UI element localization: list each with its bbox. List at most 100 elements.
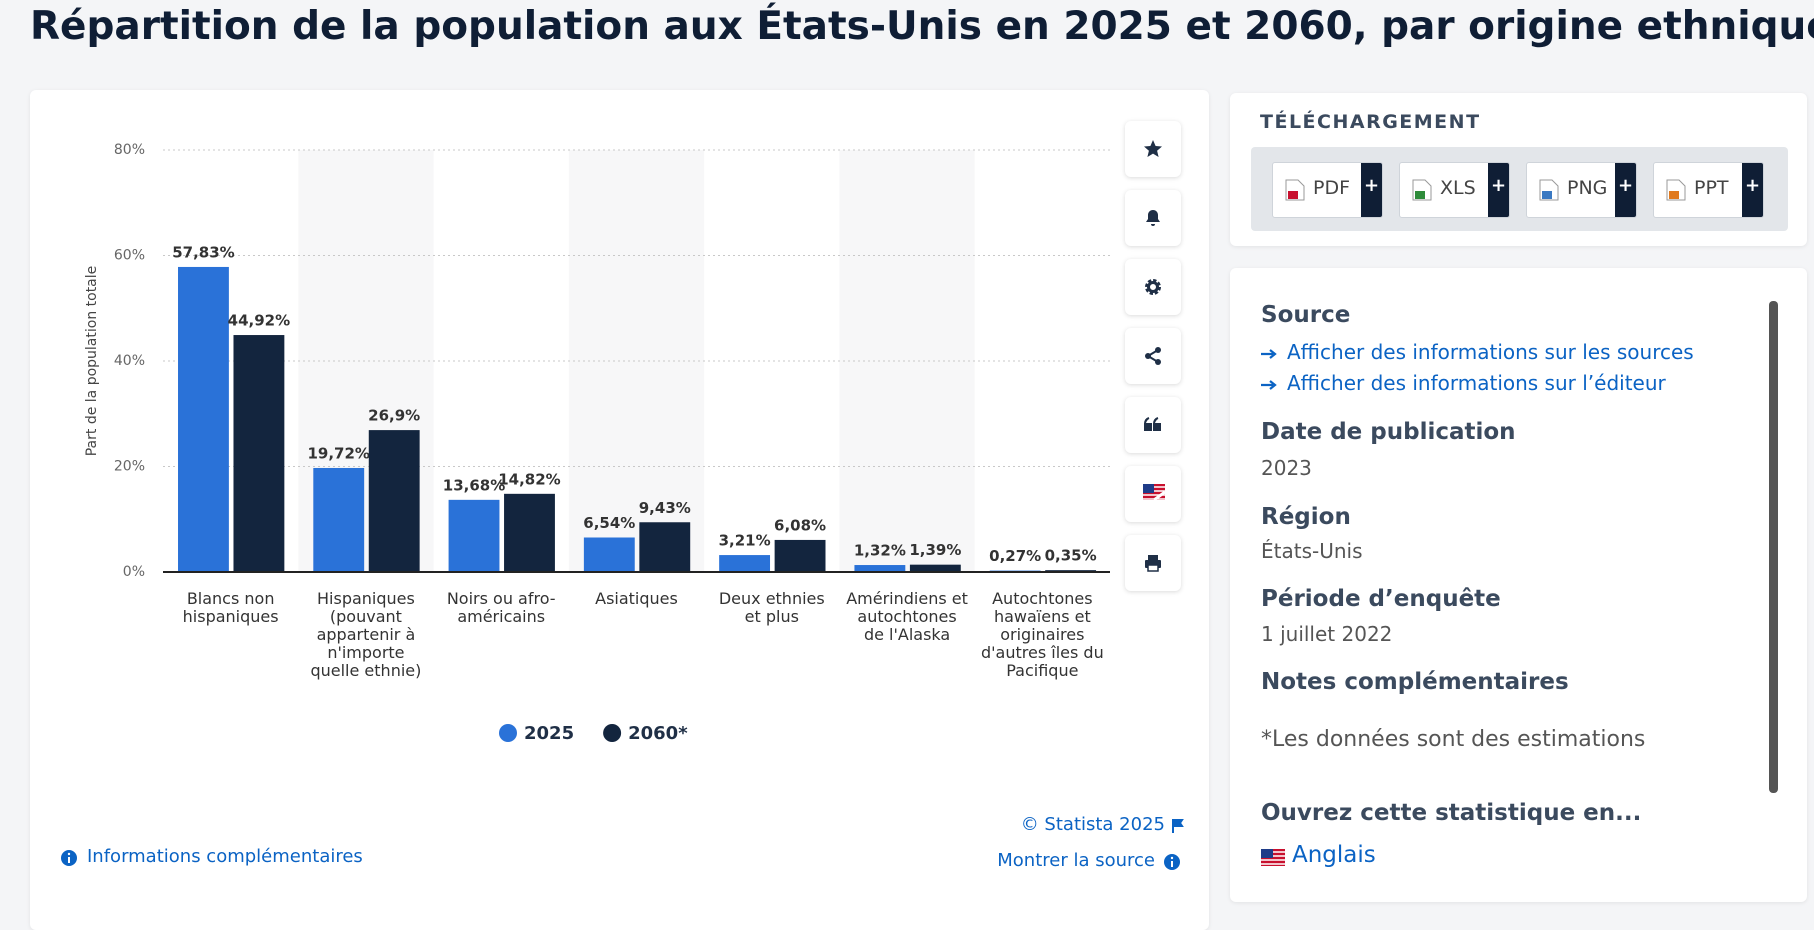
settings-button[interactable] [1125,259,1181,315]
x-tick-label: Amérindiens et autochtones de l'Alaska [846,589,968,644]
link-text[interactable]: Afficher des informations sur l’éditeur [1287,371,1666,395]
file-icon [1285,179,1305,201]
copyright[interactable]: © Statista 2025 [1020,814,1165,835]
date: 2023 [1261,456,1312,480]
download-button[interactable]: PPT + [1653,162,1764,218]
share-button[interactable] [1125,328,1181,384]
value-label: 57,83% [172,243,234,261]
value-label: 9,43% [639,499,691,517]
print-button[interactable] [1125,535,1181,591]
chart-card: 0% 20% 40% 60% 80% Part de la population tota… [30,90,1209,930]
download-button[interactable]: XLS + [1399,162,1510,218]
bar [368,430,420,572]
chart: 0% 20% 40% 60% 80% Part de la population tota… [84,142,1110,744]
open-heading: Ouvrez cette statistique en... [1261,800,1642,826]
download-more[interactable]: + [1615,163,1636,217]
source-link[interactable]: Afficher des informations sur les source… [1261,340,1694,364]
download-heading: TÉLÉCHARGEMENT [1260,111,1481,133]
x-tick-label: Autochtones hawaïens et originaires d'au… [980,589,1104,680]
legend: 2025 2060* [499,723,688,744]
value-label: 1,32% [854,542,906,560]
y-axis-label: Part de la population totale [84,266,100,457]
language-link[interactable]: Anglais [1292,842,1376,868]
bar [719,555,771,572]
info-icon [61,850,77,866]
cite-button[interactable] [1125,397,1181,453]
scrollbar[interactable] [1769,301,1778,793]
region: États-Unis [1261,539,1363,563]
flag-icon [1172,819,1184,833]
file-icon [1539,179,1559,201]
bar [583,537,635,572]
file-icon [1412,179,1432,201]
bar [854,565,906,572]
download-label[interactable]: PPT [1694,177,1729,199]
band-shade [568,150,705,572]
link-text[interactable]: Afficher des informations sur les source… [1287,340,1694,364]
x-tick-label: Noirs ou afro-américains [446,589,556,626]
y-tick-label: 0% [123,564,145,580]
legend-label: 2025 [524,723,574,744]
source-heading: Source [1261,302,1351,328]
value-label: 13,68% [443,476,505,494]
download-label[interactable]: XLS [1440,177,1476,199]
page-title: Répartition de la population aux États-U… [30,4,1814,49]
bar [504,493,555,572]
source-link[interactable]: Montrer la source [997,850,1155,871]
region-heading: Région [1261,504,1351,530]
x-tick-label: Blancs non hispaniques [182,589,279,626]
y-tick-label: 20% [114,459,145,475]
y-tick-label: 40% [114,353,145,369]
info-icon [1164,854,1180,870]
value-label: 6,08% [774,516,826,534]
y-tick-label: 80% [114,142,145,158]
download-more[interactable]: + [1361,163,1382,217]
download-more[interactable]: + [1488,163,1509,217]
value-label: 14,82% [498,470,560,488]
bar [448,499,500,572]
details-card: Source Afficher des informations sur les… [1230,268,1807,902]
value-label: 0,35% [1045,547,1097,565]
alert-button[interactable] [1125,190,1181,246]
bar [313,467,365,572]
favorite-button[interactable] [1125,121,1181,177]
bar [178,266,229,572]
value-label: 19,72% [307,444,369,462]
publisher-link[interactable]: Afficher des informations sur l’éditeur [1261,371,1666,395]
download-button[interactable]: PNG + [1526,162,1637,218]
bar [774,539,826,572]
download-more[interactable]: + [1742,163,1763,217]
language-button[interactable] [1125,466,1181,522]
uk-flag [1261,849,1285,866]
x-tick-label: Asiatiques [595,589,678,608]
bar [909,564,961,572]
file-icon [1666,179,1686,201]
download-card: TÉLÉCHARGEMENT PDF + XLS + PNG + PPT + [1230,93,1807,246]
legend-swatch [499,724,517,742]
download-buttons: PDF + XLS + PNG + PPT + [1251,147,1788,231]
band-shade [839,150,975,572]
bar [233,335,285,572]
period: 1 juillet 2022 [1261,622,1393,646]
x-tick-label: Deux ethnies et plus [718,589,825,626]
info-link[interactable]: Informations complémentaires [87,846,363,867]
value-label: 0,27% [989,547,1041,565]
date-heading: Date de publication [1261,419,1516,445]
notes: *Les données sont des estimations [1261,727,1646,752]
value-label: 44,92% [228,312,290,330]
download-button[interactable]: PDF + [1272,162,1383,218]
value-label: 1,39% [909,541,961,559]
download-label[interactable]: PNG [1567,177,1608,199]
x-tick-label: Hispaniques (pouvant appartenir à n'impo… [310,589,422,680]
y-tick-label: 60% [114,248,145,264]
legend-label: 2060* [628,723,688,744]
value-label: 3,21% [719,532,771,550]
value-label: 6,54% [583,514,635,532]
bar [639,522,691,572]
notes-heading: Notes complémentaires [1261,669,1569,695]
value-label: 26,9% [368,407,420,425]
download-label[interactable]: PDF [1313,177,1351,199]
legend-swatch [603,724,622,742]
period-heading: Période d’enquête [1261,586,1501,612]
